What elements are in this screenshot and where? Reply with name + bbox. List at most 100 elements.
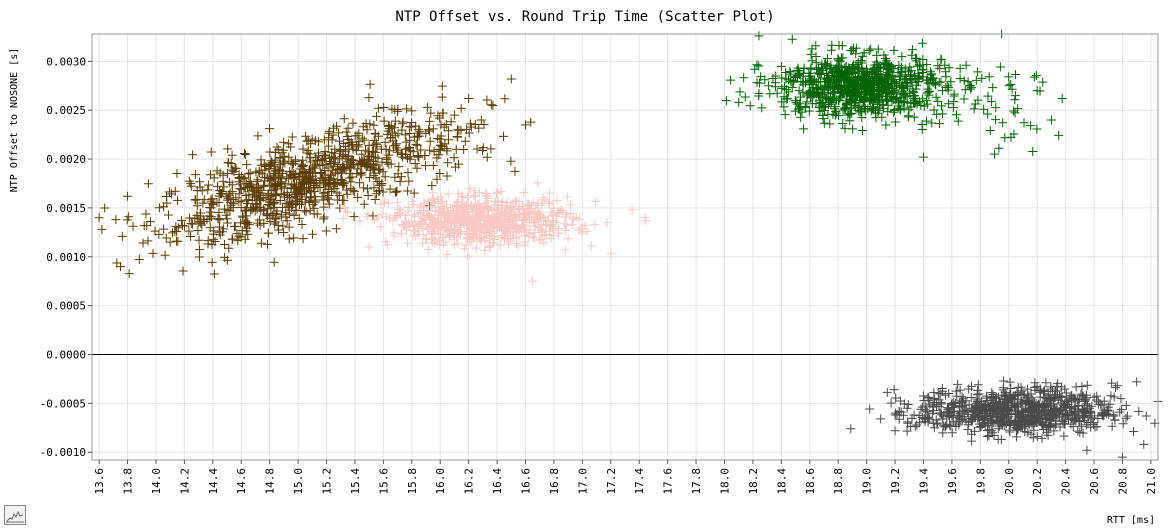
x-tick-label: 14.8 xyxy=(264,468,277,495)
data-point xyxy=(408,147,418,157)
data-point xyxy=(435,134,445,144)
data-point xyxy=(405,121,415,131)
x-tick-label: 20.6 xyxy=(1088,468,1101,495)
data-point xyxy=(990,149,1000,159)
data-point xyxy=(838,105,848,115)
data-point xyxy=(330,184,340,194)
data-point xyxy=(1122,411,1132,421)
data-point xyxy=(1028,433,1038,443)
data-point xyxy=(423,224,433,234)
data-point xyxy=(278,221,288,231)
data-point xyxy=(403,238,413,248)
data-point xyxy=(944,403,954,413)
data-point xyxy=(324,181,334,191)
data-point xyxy=(804,106,814,116)
data-point xyxy=(981,410,991,420)
data-point xyxy=(259,159,269,169)
data-point xyxy=(510,210,520,220)
data-point xyxy=(339,162,349,172)
x-tick-label: 19.0 xyxy=(861,468,874,495)
data-point xyxy=(228,195,238,205)
data-point xyxy=(428,188,438,198)
data-point xyxy=(334,136,344,146)
chart-thumbnail-icon[interactable] xyxy=(4,505,26,525)
data-point xyxy=(245,181,255,191)
data-point xyxy=(184,226,194,236)
data-point xyxy=(836,69,846,79)
data-point xyxy=(777,97,787,107)
data-point xyxy=(260,176,270,186)
data-point xyxy=(910,71,920,81)
y-tick-label: 0.0005 xyxy=(46,300,86,313)
data-point xyxy=(887,83,897,93)
data-point xyxy=(301,188,311,198)
data-point xyxy=(1056,398,1066,408)
data-point xyxy=(368,156,378,166)
data-point xyxy=(497,201,507,211)
data-point xyxy=(128,221,138,231)
data-point xyxy=(465,184,475,194)
data-point xyxy=(830,81,840,91)
data-point xyxy=(274,225,284,235)
data-point xyxy=(343,131,353,141)
data-point xyxy=(284,152,294,162)
data-point xyxy=(413,151,423,161)
data-point xyxy=(223,158,233,168)
data-point xyxy=(205,170,215,180)
data-point xyxy=(858,66,868,76)
data-point xyxy=(872,50,882,60)
data-point xyxy=(1049,426,1059,436)
x-tick-label: 18.0 xyxy=(718,468,731,495)
data-point xyxy=(321,226,331,236)
data-point xyxy=(308,229,318,239)
data-point xyxy=(961,406,971,416)
data-point xyxy=(887,70,897,80)
data-point xyxy=(574,214,584,224)
data-point xyxy=(1046,421,1056,431)
data-point xyxy=(896,96,906,106)
data-point xyxy=(390,172,400,182)
data-point xyxy=(425,116,435,126)
data-point xyxy=(511,239,521,249)
data-point xyxy=(355,168,365,178)
data-point xyxy=(335,145,345,155)
data-point xyxy=(919,101,929,111)
data-point xyxy=(1013,415,1023,425)
x-tick-label: 19.8 xyxy=(974,468,987,495)
data-point xyxy=(745,101,755,111)
data-point xyxy=(502,206,512,216)
data-point xyxy=(1092,395,1102,405)
data-point xyxy=(433,111,443,121)
data-point xyxy=(424,126,434,136)
data-point xyxy=(542,221,552,231)
data-point xyxy=(515,204,525,214)
data-point xyxy=(236,218,246,228)
data-point xyxy=(807,99,817,109)
data-point xyxy=(740,92,750,102)
data-point xyxy=(1061,403,1071,413)
y-tick-label: 0.0015 xyxy=(46,202,86,215)
data-point xyxy=(339,164,349,174)
data-point xyxy=(795,99,805,109)
data-point xyxy=(970,410,980,420)
data-point xyxy=(438,219,448,229)
data-point xyxy=(362,212,372,222)
data-point xyxy=(955,385,965,395)
data-point xyxy=(946,77,956,87)
data-point xyxy=(389,228,399,238)
data-point xyxy=(373,131,383,141)
data-point xyxy=(254,182,264,192)
data-point xyxy=(1115,407,1125,417)
data-point xyxy=(240,173,250,183)
data-point xyxy=(289,210,299,220)
data-point xyxy=(269,172,279,182)
data-point xyxy=(444,135,454,145)
data-point xyxy=(177,221,187,231)
data-point xyxy=(1046,399,1056,409)
data-point xyxy=(458,215,468,225)
data-point xyxy=(198,198,208,208)
data-point xyxy=(385,124,395,134)
data-point xyxy=(396,228,406,238)
data-point xyxy=(566,209,576,219)
data-point xyxy=(1134,406,1144,416)
